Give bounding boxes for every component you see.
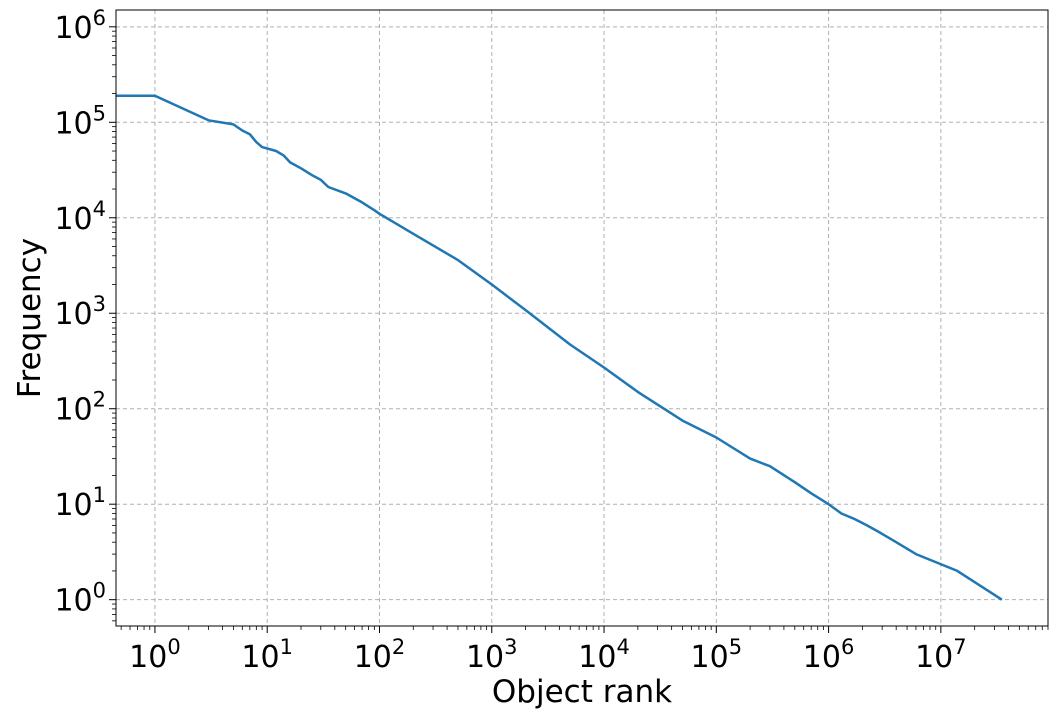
major-ticks bbox=[109, 26, 942, 633]
y-tick-exponent: 3 bbox=[93, 292, 106, 316]
y-tick-base: 10 bbox=[54, 11, 92, 46]
y-tick-label: 106 bbox=[54, 6, 106, 46]
x-tick-label: 102 bbox=[354, 635, 406, 675]
x-tick-label: 100 bbox=[129, 635, 181, 675]
x-tick-exponent: 1 bbox=[280, 635, 293, 659]
x-tick-base: 10 bbox=[578, 640, 616, 675]
y-tick-exponent: 6 bbox=[93, 6, 106, 30]
x-tick-label: 104 bbox=[578, 635, 630, 675]
x-tick-base: 10 bbox=[354, 640, 392, 675]
y-tick-label: 103 bbox=[54, 292, 106, 332]
x-tick-label: 107 bbox=[915, 635, 967, 675]
y-tick-exponent: 4 bbox=[93, 197, 106, 221]
x-tick-base: 10 bbox=[915, 640, 953, 675]
x-tick-label: 106 bbox=[803, 635, 855, 675]
x-tick-exponent: 3 bbox=[504, 635, 517, 659]
y-tick-base: 10 bbox=[54, 393, 92, 428]
x-tick-exponent: 2 bbox=[392, 635, 405, 659]
y-tick-label: 105 bbox=[54, 101, 106, 141]
x-tick-label: 103 bbox=[466, 635, 518, 675]
x-tick-exponent: 6 bbox=[841, 635, 854, 659]
x-tick-exponent: 4 bbox=[616, 635, 629, 659]
y-tick-label: 101 bbox=[54, 483, 106, 523]
x-tick-label: 101 bbox=[241, 635, 293, 675]
y-tick-base: 10 bbox=[54, 202, 92, 237]
x-tick-label: 105 bbox=[691, 635, 743, 675]
y-tick-exponent: 0 bbox=[93, 579, 106, 603]
y-tick-exponent: 5 bbox=[93, 101, 106, 125]
x-tick-base: 10 bbox=[803, 640, 841, 675]
y-tick-label: 104 bbox=[54, 197, 106, 237]
x-tick-exponent: 7 bbox=[953, 635, 966, 659]
x-tick-base: 10 bbox=[466, 640, 504, 675]
x-tick-exponent: 0 bbox=[167, 635, 180, 659]
y-tick-base: 10 bbox=[54, 297, 92, 332]
x-tick-labels: 100 101 102 103 104 105 106 107 bbox=[129, 635, 966, 675]
x-tick-exponent: 5 bbox=[729, 635, 742, 659]
x-tick-base: 10 bbox=[691, 640, 729, 675]
y-tick-label: 100 bbox=[54, 579, 106, 619]
series-layer bbox=[116, 94, 1003, 601]
y-tick-label: 102 bbox=[54, 388, 106, 428]
grid bbox=[116, 10, 1048, 626]
series-line bbox=[116, 94, 1003, 601]
x-tick-base: 10 bbox=[129, 640, 167, 675]
y-tick-exponent: 2 bbox=[93, 388, 106, 412]
minor-ticks bbox=[112, 30, 1049, 630]
y-tick-base: 10 bbox=[54, 488, 92, 523]
x-tick-base: 10 bbox=[241, 640, 279, 675]
x-axis-title: Object rank bbox=[492, 674, 672, 710]
y-tick-base: 10 bbox=[54, 584, 92, 619]
y-tick-exponent: 1 bbox=[93, 483, 106, 507]
y-axis-title: Frequency bbox=[12, 238, 48, 398]
y-tick-base: 10 bbox=[54, 106, 92, 141]
plot-frame bbox=[115, 9, 1049, 627]
